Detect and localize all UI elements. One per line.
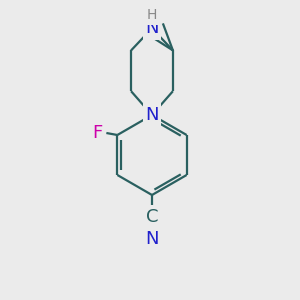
- Text: N: N: [145, 19, 159, 37]
- Text: F: F: [92, 124, 103, 142]
- Text: H: H: [147, 8, 157, 22]
- Text: N: N: [145, 230, 159, 248]
- Text: N: N: [145, 106, 159, 124]
- Text: C: C: [146, 208, 158, 226]
